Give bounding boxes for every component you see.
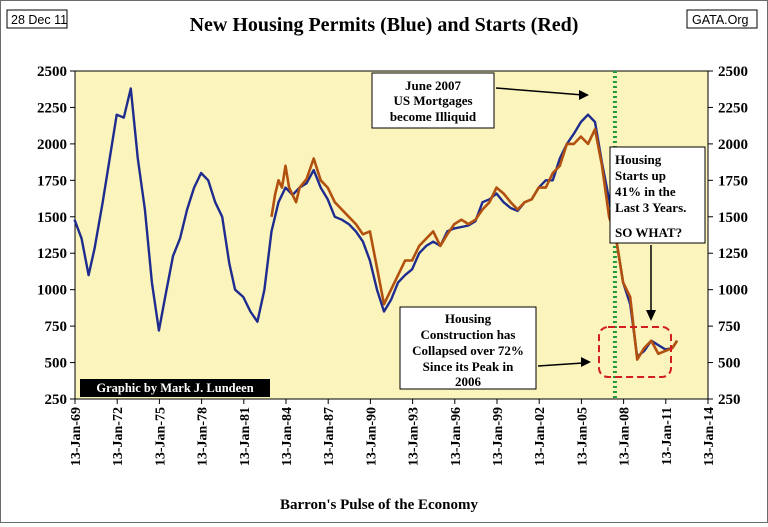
y-tick-label-left: 1000 [37,283,67,299]
annotation-starts-up-line4: Last 3 Years. [615,200,686,215]
x-tick-label: 13-Jan-02 [533,407,548,466]
x-tick-label: 13-Jan-75 [153,407,168,466]
x-tick-label: 13-Jan-96 [449,407,464,466]
source-tag [686,9,758,29]
x-tick-label: 13-Jan-11 [660,407,675,465]
annotation-june-2007-line1: June 2007 [405,78,461,93]
x-tick-label: 13-Jan-90 [364,407,379,466]
series-layer [73,87,679,361]
date-label: 28 Dec 11 [11,13,67,27]
x-tick-label: 13-Jan-78 [196,407,211,466]
y-tick-label-left: 2000 [37,137,67,153]
credit-label: Graphic by Mark J. Lundeen [96,381,253,395]
credit-box: Graphic by Mark J. Lundeen [80,379,270,397]
y-tick-label-right: 2250 [718,100,748,116]
x-tick-label: 13-Jan-14 [702,407,717,466]
x-tick-label: 13-Jan-72 [111,407,126,466]
annotation-collapse-line1: Housing [445,311,492,326]
source-label: GATA.Org [692,13,749,27]
y-tick-label-left: 2250 [37,100,67,116]
annotation-collapse-line4: Since its Peak in [423,359,514,374]
y-tick-label-left: 500 [45,356,68,372]
y-tick-label-left: 250 [45,392,68,408]
series-line-starts [270,128,679,361]
date-tag [6,9,68,29]
annotation-starts-up-line1: Housing [615,152,662,167]
x-axis-label: Barron's Pulse of the Economy [280,497,479,513]
x-tick-label: 13-Jan-08 [618,407,633,466]
x-axis: 13-Jan-69 13-Jan-72 13-Jan-75 13-Jan-78 13-J… [69,399,717,466]
x-tick-label: 13-Jan-84 [280,407,295,466]
annotation-collapse-line5: 2006 [455,374,482,389]
y-tick-label-right: 2000 [718,137,748,153]
y-tick-label-left: 1750 [37,173,67,189]
y-tick-label-right: 1000 [718,283,748,299]
annotation-june-2007: June 2007 US Mortgages become Illiquid [371,72,589,129]
x-tick-label: 13-Jan-69 [69,407,84,466]
annotation-june-2007-line2: US Mortgages [393,93,472,108]
x-tick-label: 13-Jan-99 [491,407,506,466]
y-tick-label-right: 250 [718,392,741,408]
y-tick-label-right: 1250 [718,246,748,262]
highlight-box [598,326,672,378]
series-line-permits [73,87,679,358]
y-tick-label-right: 1500 [718,210,748,226]
y-tick-label-right: 500 [718,356,741,372]
y-tick-label-right: 1750 [718,173,748,189]
y-axis-left: 2500 2250 2000 1750 1500 1250 1000 750 500 250 [37,64,75,408]
y-tick-label-right: 2500 [718,64,748,80]
y-tick-label-left: 1500 [37,210,67,226]
chart-title: New Housing Permits (Blue) and Starts (R… [190,14,579,36]
x-tick-label: 13-Jan-81 [238,407,253,466]
annotation-collapse: Housing Construction has Collapsed over … [399,306,591,390]
x-tick-label: 13-Jan-05 [575,407,590,466]
annotation-collapse-line3: Collapsed over 72% [412,343,524,358]
annotation-collapse-line2: Construction has [421,327,516,342]
y-tick-label-left: 750 [45,319,68,335]
annotation-june-2007-line3: become Illiquid [390,109,477,124]
annotation-starts-up-line6: SO WHAT? [615,225,682,240]
annotation-starts-up: Housing Starts up 41% in the Last 3 Year… [609,146,706,321]
y-tick-label-right: 750 [718,319,741,335]
annotation-starts-up-line2: Starts up [615,168,666,183]
x-tick-label: 13-Jan-93 [407,407,422,466]
y-axis-right: 2500 2250 2000 1750 1500 1250 1000 750 500 250 [708,64,748,408]
y-tick-label-left: 2500 [37,64,67,80]
x-tick-label: 13-Jan-87 [322,407,337,466]
y-tick-label-left: 1250 [37,246,67,262]
annotation-starts-up-line3: 41% in the [615,184,676,199]
